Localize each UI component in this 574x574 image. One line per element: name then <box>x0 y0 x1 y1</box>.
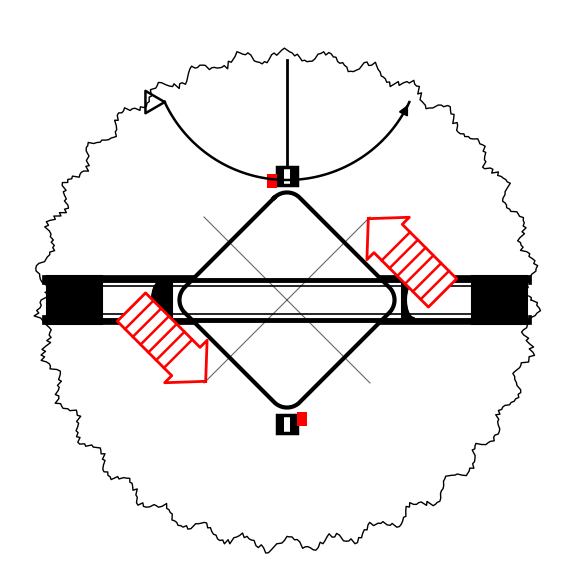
Polygon shape <box>180 192 394 408</box>
Bar <box>267 174 277 188</box>
Polygon shape <box>34 48 541 553</box>
Polygon shape <box>117 293 207 383</box>
Polygon shape <box>402 280 414 320</box>
Bar <box>278 168 284 184</box>
Bar <box>290 168 296 184</box>
Bar <box>297 412 307 426</box>
Polygon shape <box>152 280 172 320</box>
Bar <box>472 276 527 324</box>
Bar <box>290 416 296 432</box>
Bar <box>277 415 297 433</box>
Bar <box>277 167 297 185</box>
Polygon shape <box>367 218 457 307</box>
Bar <box>278 416 284 432</box>
Bar <box>47 276 102 324</box>
